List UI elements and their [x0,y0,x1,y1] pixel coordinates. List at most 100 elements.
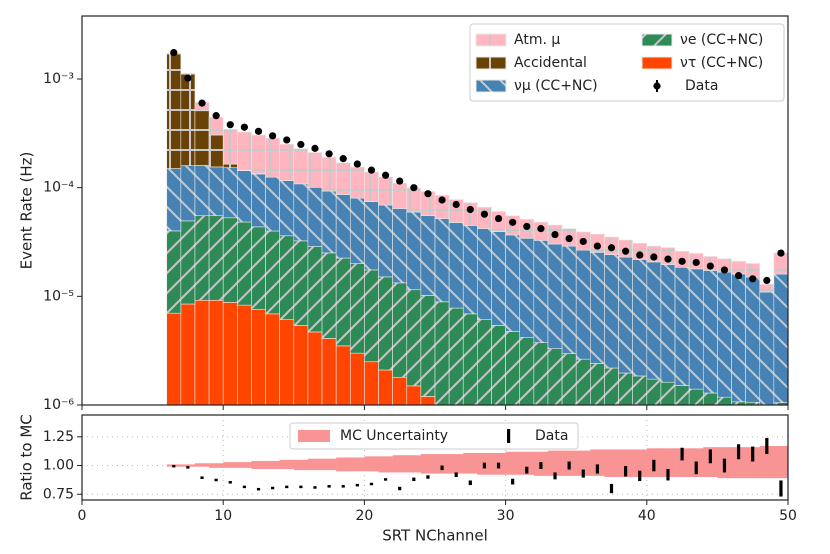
histogram-bar [349,197,365,264]
histogram-bar [194,110,210,166]
histogram-bar [420,295,436,397]
data-point [170,48,178,57]
histogram-bar [349,352,365,405]
histogram-bar [208,116,224,136]
histogram-bar [364,361,379,405]
histogram-bar [505,234,521,332]
histogram-bar [279,319,295,405]
histogram-bar [547,243,563,349]
histogram-bar [477,206,492,229]
histogram-bar [392,208,408,284]
ratio-point [482,462,487,469]
histogram-bar [222,302,238,405]
ratio-point [172,464,176,468]
uncertainty-band [307,458,323,471]
uncertainty-band [420,454,436,474]
histogram-bar [378,204,393,278]
histogram-bar [618,256,633,374]
data-point [424,190,432,198]
data-point [537,225,545,233]
histogram-bar [293,325,309,405]
uncertainty-band [322,458,337,471]
histogram-bar [166,168,182,232]
uncertainty-band [279,459,295,469]
legend-label: Data [685,78,718,94]
histogram-bar [688,268,704,390]
uncertainty-band [590,449,605,476]
histogram-bar [364,201,379,271]
histogram-bar [660,381,676,405]
histogram-bar [279,143,295,181]
histogram-bar [222,163,238,168]
uncertainty-band [660,448,676,478]
data-point [311,144,319,152]
y-axis-label: Event Rate (Hz) [18,152,36,270]
ratio-point [242,485,246,489]
histogram-bar [406,385,422,405]
histogram-bar [434,218,450,303]
ratio-point [680,447,684,461]
histogram-bar [378,276,393,371]
y-axis-label: Ratio to MC [18,414,36,501]
histogram-bar [251,308,266,405]
uncertainty-band [675,448,690,478]
ratio-point [369,482,374,486]
uncertainty-band [180,464,196,467]
histogram-bar [477,228,492,320]
ratio-point [468,480,472,486]
ratio-point [553,472,557,480]
uncertainty-band [364,456,379,472]
uncertainty-band [547,450,563,476]
x-tick-label: 30 [497,508,515,524]
histogram-bar [237,304,252,405]
ratio-point [736,444,741,460]
histogram-bar [265,230,280,315]
uncertainty-band [406,455,422,473]
histogram-bar [349,166,365,199]
histogram-bar [208,134,224,168]
ratio-point [454,472,458,478]
histogram-bar [307,246,323,333]
x-tick-label: 20 [355,508,373,524]
ratio-point [285,485,289,489]
histogram-bar [702,270,718,394]
ratio-point [496,462,501,469]
main-plot [166,48,788,410]
data-point [664,255,672,263]
ratio-point [722,458,727,473]
histogram-bar [448,307,464,405]
ratio-point [567,461,571,470]
legend-swatch [641,56,673,70]
ratio-point [511,478,515,485]
ratio-point [271,486,275,490]
histogram-bar [180,73,196,166]
histogram-bar [392,376,408,405]
data-point [297,140,305,149]
data-point [749,275,757,283]
histogram-bar [561,245,577,354]
data-point [198,99,206,107]
histogram-bar [435,407,449,410]
legend-swatch [475,79,507,93]
histogram-bar [561,353,577,405]
histogram-bar [237,131,252,171]
histogram-bar [251,226,266,310]
data-point [622,247,630,255]
ratio-point [609,483,614,494]
data-point [325,150,333,158]
data-point [283,136,291,144]
histogram-bar [180,303,196,405]
x-tick-label: 10 [214,508,232,524]
histogram-bar [251,134,266,174]
histogram-bar [392,182,408,209]
ratio-plot [82,415,788,500]
histogram-bar [364,171,379,202]
histogram-bar [660,264,676,383]
uncertainty-band [759,446,775,479]
histogram-bar [307,331,323,405]
ratio-point [595,464,599,474]
data-point [692,258,700,267]
data-point [494,214,503,223]
histogram-bar [519,238,535,338]
histogram-bar [632,259,648,377]
